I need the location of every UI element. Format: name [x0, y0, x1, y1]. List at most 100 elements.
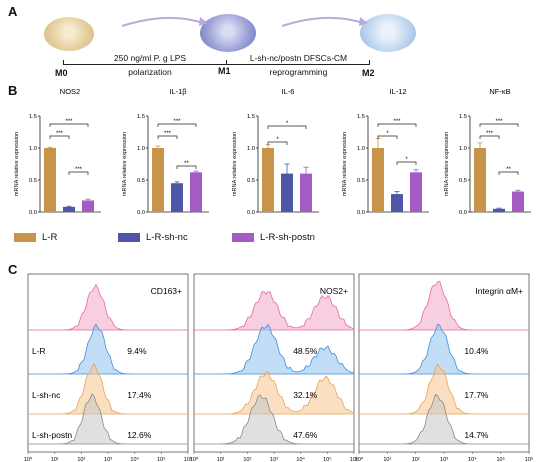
timeline-line [63, 64, 370, 65]
significance-label: ** [506, 167, 511, 173]
y-tick-label: 0.0 [357, 210, 365, 216]
x-tick-label: 10⁴ [468, 456, 477, 462]
legend-label-l-r-sh-nc: L-R-sh-nc [146, 232, 188, 243]
timeline-tick [369, 60, 370, 65]
significance-bracket [498, 171, 519, 175]
y-tick-label: 1.0 [247, 146, 255, 152]
chart-title: NOS2 [60, 88, 80, 96]
y-tick-label: 0.0 [459, 210, 467, 216]
histogram-curve [359, 393, 529, 445]
bar-charts: mRNA relative expression 0.0 0.5 1.0 1.5 NOS2… [14, 88, 531, 216]
bar [372, 148, 384, 212]
histogram-curve [28, 393, 188, 445]
y-tick-label: 0.5 [459, 178, 467, 184]
x-tick-label: 10⁰ [190, 456, 199, 462]
x-tick-label: 10¹ [51, 457, 59, 462]
x-tick-label: 10⁵ [157, 456, 165, 462]
legend-swatch-l-r [14, 233, 36, 242]
significance-label: * [276, 137, 279, 143]
x-tick-label: 10⁰ [24, 456, 33, 462]
histogram-curve [28, 283, 188, 331]
x-tick-label: 10² [77, 457, 85, 462]
histogram-curve [194, 323, 355, 375]
significance-bracket [176, 165, 197, 169]
legend-swatch-l-r-sh-postn [232, 233, 254, 242]
x-tick-label: 10⁶ [184, 456, 192, 462]
bar-chart-0: mRNA relative expression 0.0 0.5 1.0 1.5 NOS2… [14, 88, 101, 216]
state-m0: M0 [55, 68, 68, 78]
y-axis-label: mRNA relative expression [232, 132, 238, 196]
bar [281, 173, 293, 212]
bar [410, 172, 422, 212]
bar [190, 172, 202, 212]
y-tick-label: 0.5 [29, 178, 37, 184]
bar-chart-4: mRNA relative expression 0.0 0.5 1.0 1.5 NF-κ… [444, 88, 531, 216]
bar-chart-1: mRNA relative expression 0.0 0.5 1.0 1.5 IL-1… [122, 88, 209, 216]
arrow-icon [121, 16, 208, 27]
significance-bracket [157, 135, 178, 139]
row-label: L-sh-nc [32, 390, 61, 400]
bar [63, 206, 75, 212]
y-tick-label: 1.5 [29, 114, 37, 120]
y-axis-label: mRNA relative expression [444, 132, 450, 196]
step2-label: L-sh-nc/postn DFSCs-CM [249, 53, 348, 63]
state-m1: M1 [218, 66, 231, 76]
flow-cytometry-plots: CD163+ 9.4% 17.4% 12.6% 10⁰ 10¹ 10² 10³ 10⁴ 10⁵ 10… [24, 273, 533, 462]
percent-label: 10.4% [464, 346, 489, 356]
chart-title: IL-12 [389, 88, 406, 96]
significance-bracket [68, 171, 89, 175]
percent-label: 48.5% [293, 346, 318, 356]
significance-label: * [286, 121, 289, 127]
x-tick-label: 10² [412, 457, 420, 462]
bar-chart-2: mRNA relative expression 0.0 0.5 1.0 1.5 IL-6… [232, 88, 319, 216]
x-tick-label: 10² [243, 457, 251, 462]
y-axis-label: mRNA relative expression [342, 132, 348, 196]
m2-cell [360, 14, 416, 52]
panel-label-b: B [8, 83, 18, 98]
x-tick-label: 10³ [270, 457, 278, 462]
significance-bracket [49, 135, 70, 139]
chart-title: IL-6 [282, 88, 295, 96]
significance-label: *** [75, 167, 83, 173]
y-tick-label: 1.0 [29, 146, 37, 152]
y-tick-label: 1.5 [459, 114, 467, 120]
row-label: L-sh-postn [32, 430, 72, 440]
significance-bracket [396, 161, 417, 165]
state-m2: M2 [362, 68, 375, 78]
x-tick-label: 10¹ [217, 457, 225, 462]
percent-label: 17.7% [464, 390, 489, 400]
histogram-title: Integrin αM+ [475, 286, 523, 296]
significance-bracket [479, 123, 519, 127]
histogram-curve [194, 394, 354, 445]
timeline-tick [226, 60, 227, 65]
histogram-curve [28, 323, 188, 375]
histogram-curve [359, 280, 529, 331]
histogram-curve [194, 291, 355, 331]
y-tick-label: 0.5 [137, 178, 145, 184]
x-tick-label: 10⁴ [130, 456, 139, 462]
m1-cell [200, 14, 256, 52]
bar [512, 191, 524, 212]
percent-label: 17.4% [127, 390, 152, 400]
y-tick-label: 0.5 [247, 178, 255, 184]
histogram-title: NOS2+ [320, 286, 348, 296]
x-tick-label: 10⁶ [350, 456, 358, 462]
x-tick-label: 10³ [104, 457, 112, 462]
x-tick-label: 10³ [440, 457, 448, 462]
percent-label: 47.6% [293, 430, 318, 440]
y-axis-label: mRNA relative expression [122, 132, 128, 196]
y-tick-label: 1.5 [247, 114, 255, 120]
significance-label: *** [164, 131, 172, 137]
m0-cell [44, 17, 94, 51]
bar [44, 148, 56, 212]
y-tick-label: 1.0 [137, 146, 145, 152]
x-tick-label: 10⁵ [496, 456, 504, 462]
bar [493, 208, 505, 212]
significance-label: *** [393, 119, 401, 125]
histogram-title: CD163+ [151, 286, 182, 296]
panel-label-a: A [8, 4, 18, 19]
x-tick-label: 10⁶ [525, 456, 533, 462]
y-tick-label: 1.5 [357, 114, 365, 120]
bar [474, 148, 486, 212]
x-tick-label: 10¹ [383, 457, 391, 462]
